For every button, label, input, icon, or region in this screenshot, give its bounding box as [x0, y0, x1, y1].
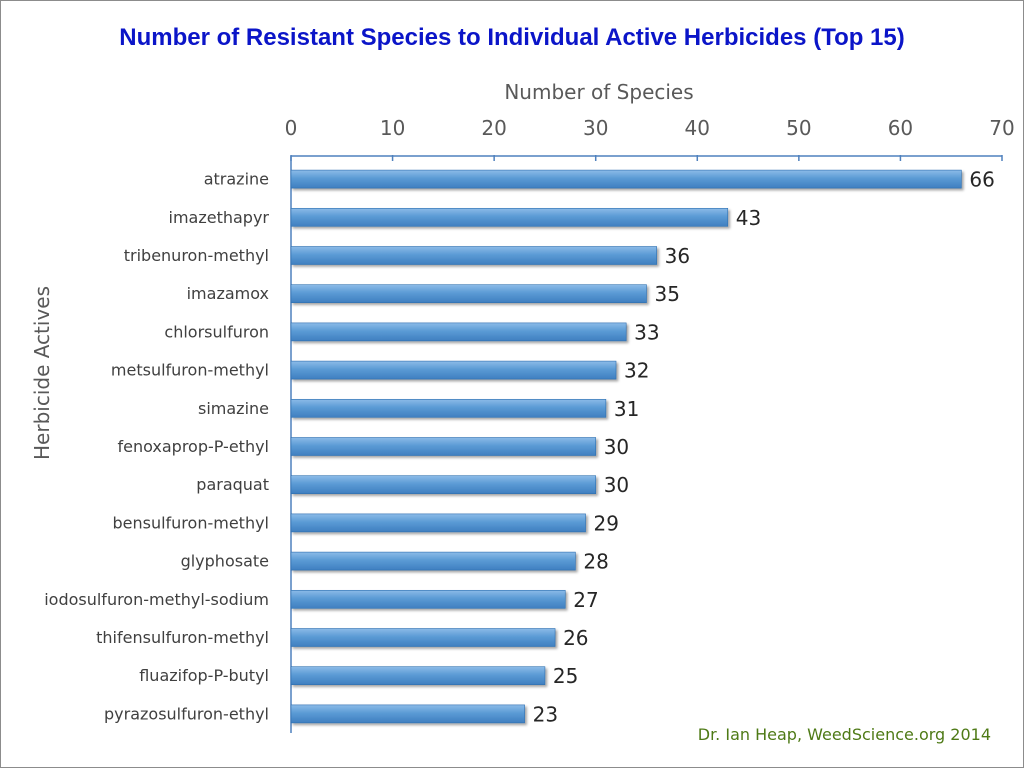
data-label: 35 — [655, 282, 680, 306]
x-axis-title: Number of Species — [504, 80, 693, 104]
data-label: 43 — [736, 206, 761, 230]
category-label: fluazifop-P-butyl — [139, 666, 269, 685]
bar — [290, 284, 647, 304]
category-label: glyphosate — [181, 552, 269, 571]
category-label: tribenuron-methyl — [124, 246, 269, 265]
category-label: simazine — [198, 399, 269, 418]
category-label: pyrazosulfuron-ethyl — [104, 704, 269, 723]
data-label: 30 — [604, 473, 629, 497]
bar — [290, 589, 566, 609]
data-label: 36 — [665, 244, 690, 268]
bar — [290, 322, 627, 342]
bar — [290, 246, 657, 265]
bar — [290, 628, 556, 647]
x-tick-label: 30 — [583, 116, 608, 140]
data-label: 31 — [614, 397, 639, 421]
category-label: iodosulfuron-methyl-sodium — [44, 590, 269, 609]
data-label: 30 — [604, 435, 629, 459]
data-label: 29 — [594, 511, 619, 535]
bar — [290, 169, 962, 189]
category-label: metsulfuron-methyl — [111, 361, 269, 380]
bar — [290, 704, 525, 724]
x-tick-label: 60 — [888, 116, 913, 140]
data-label: 32 — [624, 359, 649, 383]
y-axis-categories: atrazine imazethapyr tribenuron-methyl imaz… — [44, 170, 269, 724]
x-tick-label: 0 — [285, 116, 298, 140]
bar — [290, 666, 546, 686]
x-tick-label: 70 — [989, 116, 1014, 140]
x-tick-label: 50 — [786, 116, 811, 140]
category-label: chlorsulfuron — [164, 322, 269, 341]
category-label: atrazine — [204, 170, 269, 189]
category-label: thifensulfuron-methyl — [96, 628, 269, 647]
category-label: imazethapyr — [169, 208, 270, 227]
category-label: paraquat — [196, 475, 269, 494]
category-label: imazamox — [187, 284, 269, 303]
chart-title: Number of Resistant Species to Individua… — [119, 24, 905, 51]
data-label: 28 — [583, 550, 608, 574]
x-tick-label: 40 — [685, 116, 710, 140]
bar — [290, 398, 607, 418]
data-label: 23 — [533, 702, 558, 726]
bar — [290, 437, 597, 456]
data-label: 66 — [969, 168, 994, 192]
x-tick-label: 20 — [481, 116, 506, 140]
data-labels: 66 43 36 35 33 32 31 30 30 29 28 27 26 25 23 — [533, 168, 995, 727]
category-label: bensulfuron-methyl — [112, 513, 269, 532]
category-label: fenoxaprop-P-ethyl — [117, 437, 269, 456]
bar — [290, 513, 586, 533]
bar — [290, 360, 617, 380]
credit-annotation: Dr. Ian Heap, WeedScience.org 2014 — [698, 725, 991, 744]
x-tick-label: 10 — [380, 116, 405, 140]
data-label: 33 — [634, 320, 659, 344]
data-label: 26 — [563, 626, 588, 650]
bar — [290, 208, 729, 227]
data-label: 25 — [553, 664, 578, 688]
data-label: 27 — [573, 588, 598, 612]
y-axis-title: Herbicide Actives — [30, 286, 54, 460]
bar-series — [290, 169, 962, 724]
bar — [290, 551, 576, 571]
bar — [290, 475, 597, 495]
